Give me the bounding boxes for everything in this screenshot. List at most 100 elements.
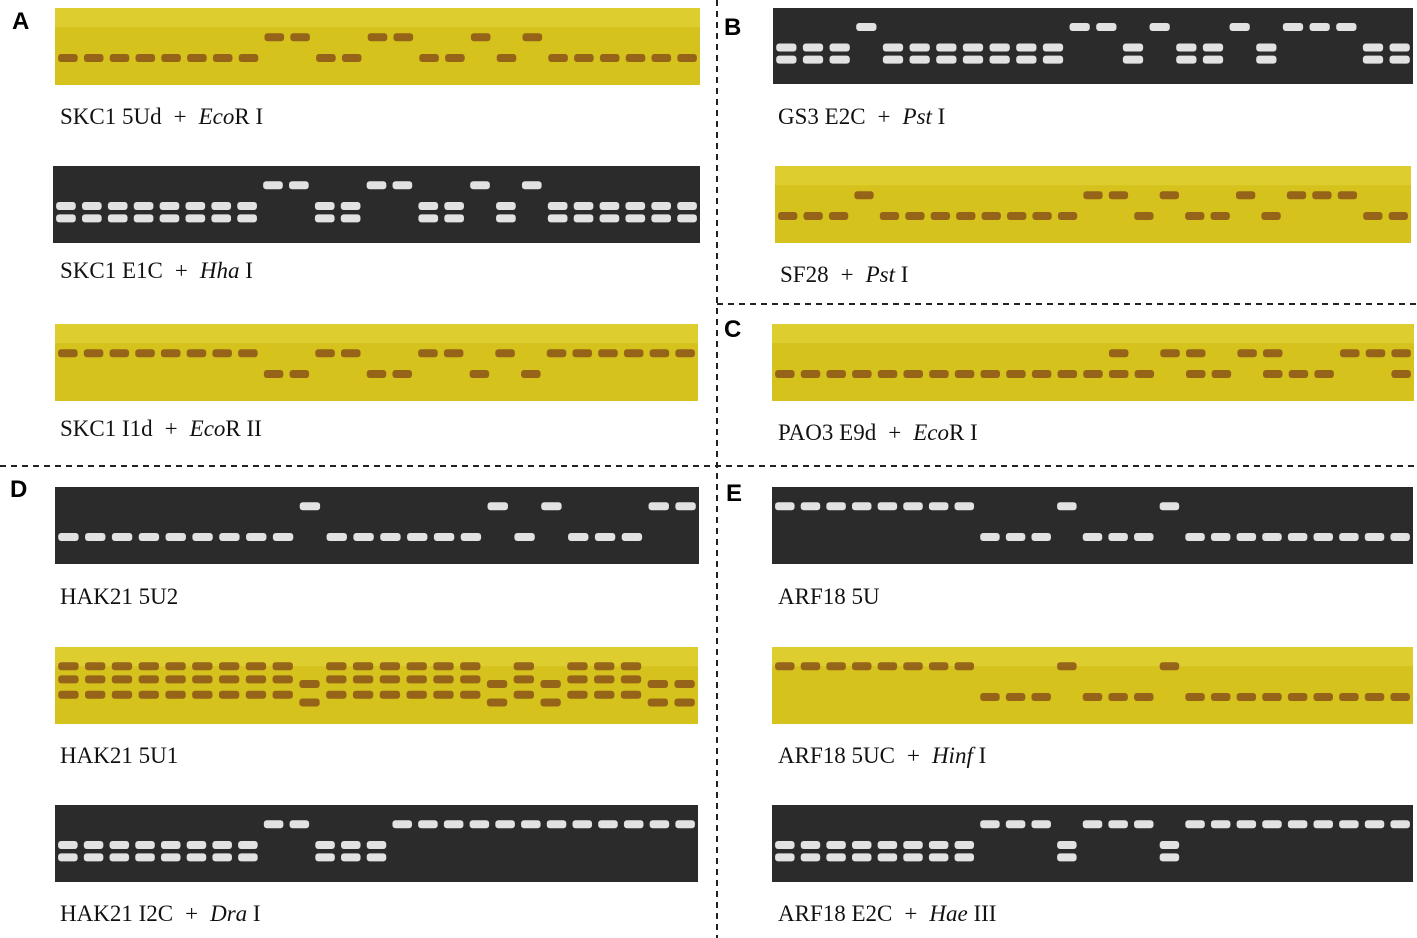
gel-band	[1211, 370, 1232, 379]
gel-band	[192, 662, 213, 671]
gel-band	[407, 533, 428, 542]
gel-band	[962, 55, 984, 64]
gel-band	[379, 675, 401, 684]
gel-band	[1389, 55, 1410, 64]
gel-band	[211, 202, 232, 211]
gel-band	[909, 43, 930, 52]
panel-letter: D	[10, 476, 28, 503]
gel-band	[470, 181, 490, 190]
gel-band	[1262, 693, 1282, 702]
gel-band	[1134, 212, 1154, 221]
gel-band	[85, 690, 106, 699]
gel-band	[1312, 191, 1332, 200]
gel-band	[803, 212, 823, 221]
gene-label: HAK21 I2C	[60, 901, 174, 926]
gel-band	[1108, 533, 1128, 542]
gel-band	[315, 349, 335, 358]
gel-band	[647, 698, 668, 707]
gel-band	[800, 370, 821, 379]
gel-band	[218, 690, 240, 699]
gel-band	[651, 54, 672, 63]
gel-band	[1134, 820, 1154, 829]
gel-band	[326, 675, 347, 684]
gel-band	[980, 820, 1000, 829]
gel-band	[341, 853, 361, 862]
gel-band	[165, 533, 186, 542]
gel-band	[879, 212, 900, 221]
gel-band	[1134, 693, 1154, 702]
gel-band	[165, 690, 186, 699]
gel-band	[513, 675, 535, 684]
gel-band	[851, 841, 872, 850]
gel-band	[392, 370, 412, 379]
gel-band	[903, 370, 923, 379]
gel-band	[877, 662, 898, 671]
gel-band	[1057, 841, 1077, 850]
gel-band	[486, 679, 508, 688]
gel-band	[1031, 533, 1051, 542]
enzyme-name: Eco	[189, 416, 226, 441]
gene-label: ARF18 5UC	[778, 743, 895, 768]
gel-band	[594, 690, 615, 699]
gel-band	[929, 370, 949, 379]
gel-band	[882, 55, 904, 64]
gel-band	[1005, 820, 1026, 829]
gel-band	[1006, 370, 1026, 379]
gel-band	[594, 675, 615, 684]
gel-band	[1286, 191, 1307, 200]
gel-band	[1031, 370, 1052, 379]
gel-band	[379, 662, 401, 671]
gel-shade	[772, 324, 1414, 344]
gel-band	[546, 349, 567, 358]
gel-band	[133, 214, 154, 223]
gel-band	[58, 54, 78, 63]
gel-band	[1364, 820, 1385, 829]
gel-band	[548, 54, 568, 63]
gel-band	[58, 662, 79, 671]
enzyme-suffix: R I	[948, 420, 978, 445]
gel-band	[366, 853, 387, 862]
gel-band	[433, 662, 454, 671]
gel-band	[1363, 212, 1383, 221]
joiner: +	[185, 901, 199, 926]
gel-band	[160, 853, 181, 862]
gel-band	[1082, 820, 1103, 829]
gel-band	[1057, 662, 1077, 671]
joiner: +	[173, 104, 187, 129]
gel-band	[540, 698, 561, 707]
gel-band	[1362, 43, 1384, 52]
gene-label: SKC1 E1C	[60, 258, 163, 283]
gel-band	[1262, 533, 1282, 542]
gel-band	[264, 33, 285, 42]
gel-band	[159, 202, 180, 211]
enzyme-name: Hha	[199, 258, 240, 283]
gel-band	[954, 841, 975, 850]
gel-band	[776, 43, 797, 52]
gel-band	[1390, 533, 1410, 542]
gel-caption: GS3 E2C + Pst I	[778, 104, 945, 130]
gel-band	[85, 533, 106, 542]
gel-caption: SF28 + Pst I	[780, 262, 908, 288]
gel-band	[625, 202, 646, 211]
joiner: +	[840, 262, 854, 287]
gel-band	[186, 349, 207, 358]
gel-band	[928, 662, 949, 671]
gel-band	[83, 54, 104, 63]
gel-band	[1057, 853, 1077, 862]
gel-band	[1364, 693, 1385, 702]
joiner: +	[164, 416, 178, 441]
gel-band	[460, 690, 481, 699]
gel-band	[674, 698, 695, 707]
gel-band	[800, 841, 821, 850]
gel-band	[245, 662, 267, 671]
gel-band	[111, 662, 133, 671]
gel-band	[341, 54, 362, 63]
gel-band	[58, 533, 79, 542]
gel-band	[877, 502, 898, 511]
gene-label: GS3 E2C	[778, 104, 866, 129]
gel-band	[135, 853, 155, 862]
gel-band	[486, 698, 508, 707]
gel-band	[620, 675, 642, 684]
gel-band	[1185, 693, 1205, 702]
gel-band	[326, 662, 347, 671]
